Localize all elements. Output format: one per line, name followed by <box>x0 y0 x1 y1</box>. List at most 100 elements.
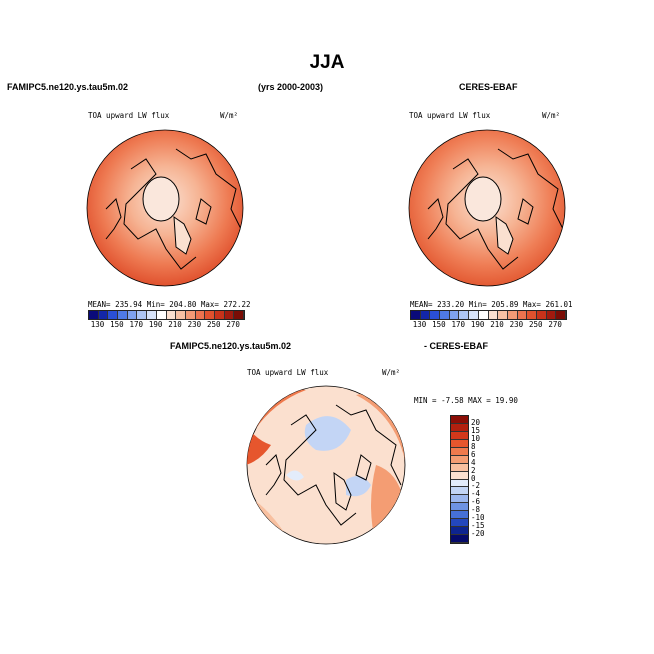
colorbar-swatch <box>451 439 468 448</box>
colorbar-swatch <box>556 311 566 319</box>
colorbar-tick-label: -20 <box>471 529 485 539</box>
colorbar-tick-label: 270 <box>226 320 240 329</box>
obs-header: CERES-EBAF <box>459 82 518 92</box>
diff-coastlines <box>265 404 402 526</box>
colorbar-tick-label: 20 <box>471 417 481 427</box>
colorbar-swatch <box>98 311 109 319</box>
colorbar-tick-label: 230 <box>509 320 524 329</box>
colorbar-tick-label: 170 <box>451 320 465 329</box>
colorbar-tick-label: 170 <box>129 320 143 329</box>
colorbar-swatch <box>546 311 557 319</box>
diff-model-header: FAMIPC5.ne120.ys.tau5m.02 <box>170 341 292 351</box>
colorbar-tick-label: 150 <box>432 320 446 329</box>
colorbar-swatch <box>176 311 186 319</box>
colorbar-tick-label: 130 <box>412 320 427 329</box>
colorbar-tick-label: 150 <box>110 320 124 329</box>
colorbar-tick-label: 10 <box>471 433 481 443</box>
colorbar-swatch <box>156 311 167 319</box>
colorbar-swatch <box>527 311 537 319</box>
colorbar-swatch <box>451 447 468 456</box>
colorbar-swatch <box>451 487 468 496</box>
obs-colorbar <box>410 310 567 320</box>
model-colorbar <box>88 310 245 320</box>
colorbar-swatch <box>517 311 528 319</box>
colorbar-swatch <box>224 311 235 319</box>
colorbar-swatch <box>411 311 421 319</box>
obs-colorbar-labels: 130 150 170 190 210 230 250 270 <box>410 320 565 330</box>
model-coastlines <box>105 148 242 270</box>
diff-units-label: W/m² <box>382 368 401 377</box>
colorbar-swatch <box>478 311 489 319</box>
model-stats: MEAN= 235.94 Min= 204.80 Max= 272.22 <box>88 300 251 309</box>
model-units-label: W/m² <box>220 111 239 120</box>
colorbar-swatch <box>420 311 431 319</box>
colorbar-swatch <box>469 311 479 319</box>
colorbar-swatch <box>451 455 468 464</box>
colorbar-swatch <box>451 535 468 543</box>
colorbar-tick-label: 250 <box>528 320 543 329</box>
colorbar-tick-label: 15 <box>471 425 481 435</box>
colorbar-swatch <box>185 311 196 319</box>
diff-stats: MIN = -7.58 MAX = 19.90 <box>414 396 518 405</box>
colorbar-tick-label: 210 <box>490 320 504 329</box>
colorbar-swatch <box>440 311 450 319</box>
page-title: JJA <box>309 52 345 73</box>
colorbar-tick-label: -4 <box>471 489 481 499</box>
obs-polar-map <box>408 129 566 287</box>
colorbar-swatch <box>89 311 99 319</box>
colorbar-tick-label: 210 <box>168 320 182 329</box>
colorbar-tick-label: -15 <box>471 521 485 531</box>
colorbar-tick-label: 8 <box>471 441 476 451</box>
colorbar-tick-label: -2 <box>471 481 481 491</box>
colorbar-swatch <box>451 527 468 536</box>
colorbar-swatch <box>166 311 177 319</box>
colorbar-swatch <box>451 495 468 504</box>
colorbar-tick-label: 2 <box>471 465 476 475</box>
colorbar-tick-label: 190 <box>470 320 485 329</box>
obs-variable-label: TOA upward LW flux <box>409 111 491 120</box>
obs-units-label: W/m² <box>542 111 561 120</box>
colorbar-swatch <box>451 479 468 488</box>
colorbar-tick-label: 230 <box>187 320 202 329</box>
model-polar-map <box>86 129 244 287</box>
obs-stats: MEAN= 233.20 Min= 205.89 Max= 261.01 <box>410 300 573 309</box>
colorbar-tick-label: -8 <box>471 505 481 515</box>
diff-colorbar <box>450 415 469 544</box>
colorbar-tick-label: 190 <box>148 320 163 329</box>
diff-obs-header: - CERES-EBAF <box>424 341 489 351</box>
colorbar-tick-label: 0 <box>471 473 476 483</box>
colorbar-swatch <box>451 431 468 440</box>
colorbar-swatch <box>430 311 441 319</box>
colorbar-swatch <box>536 311 547 319</box>
colorbar-swatch <box>234 311 244 319</box>
colorbar-swatch <box>127 311 138 319</box>
colorbar-swatch <box>108 311 119 319</box>
colorbar-tick-label: -6 <box>471 497 481 507</box>
colorbar-tick-label: 6 <box>471 449 476 459</box>
model-variable-label: TOA upward LW flux <box>88 111 170 120</box>
obs-coastlines <box>427 148 564 270</box>
colorbar-tick-label: 130 <box>90 320 105 329</box>
diff-colorbar-labels: 20 15 10 8 6 4 2 0 -2 -4 -6 -8 -10 -15 -20 <box>471 415 501 542</box>
colorbar-swatch <box>451 423 468 432</box>
colorbar-swatch <box>205 311 215 319</box>
colorbar-tick-label: 250 <box>206 320 221 329</box>
colorbar-tick-label: -10 <box>471 513 485 523</box>
colorbar-swatch <box>507 311 518 319</box>
diff-polar-map <box>246 385 406 545</box>
diff-variable-label: TOA upward LW flux <box>247 368 329 377</box>
colorbar-swatch <box>451 519 468 528</box>
colorbar-swatch <box>147 311 157 319</box>
colorbar-swatch <box>195 311 206 319</box>
years-header: (yrs 2000-2003) <box>258 82 324 92</box>
colorbar-swatch <box>451 416 468 424</box>
colorbar-tick-label: 4 <box>471 457 476 467</box>
colorbar-swatch <box>459 311 470 319</box>
colorbar-swatch <box>498 311 508 319</box>
colorbar-swatch <box>214 311 225 319</box>
model-colorbar-labels: 130 150 170 190 210 230 250 270 <box>88 320 243 330</box>
colorbar-swatch <box>137 311 148 319</box>
model-header: FAMIPC5.ne120.ys.tau5m.02 <box>7 82 129 92</box>
colorbar-tick-label: 270 <box>548 320 562 329</box>
colorbar-swatch <box>451 463 468 472</box>
